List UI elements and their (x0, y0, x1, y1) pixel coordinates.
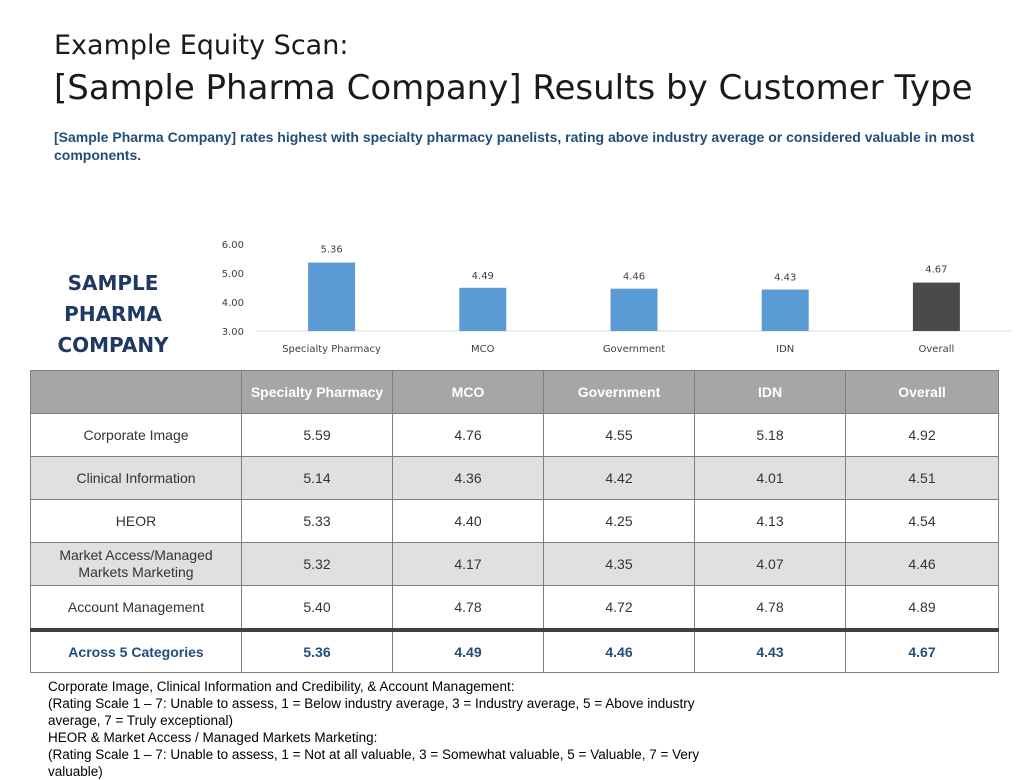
x-tick-label: MCO (471, 344, 495, 355)
row-label: Account Management (30, 585, 242, 631)
table-row: Market Access/Managed Markets Marketing … (30, 542, 999, 586)
bar-value-label: 4.49 (472, 271, 494, 282)
table-row: Corporate Image 5.59 4.76 4.55 5.18 4.92 (30, 413, 999, 457)
table-row: Clinical Information 5.14 4.36 4.42 4.01… (30, 456, 999, 500)
table-cell: 5.59 (241, 413, 393, 457)
bar-idn (761, 289, 809, 331)
y-tick-label: 3.00 (222, 327, 244, 338)
table-cell: 4.78 (392, 585, 544, 631)
table-cell: 4.76 (392, 413, 544, 457)
slide-title-line1: Example Equity Scan: (54, 30, 349, 61)
table-cell: 4.78 (694, 585, 846, 631)
table-cell: 4.07 (694, 542, 846, 586)
header-cell-blank (30, 370, 242, 414)
table-cell: 4.25 (543, 499, 695, 543)
table-cell: 4.40 (392, 499, 544, 543)
table-cell: 4.89 (845, 585, 999, 631)
x-tick-label: Specialty Pharmacy (282, 344, 381, 355)
table-row: Account Management 5.40 4.78 4.72 4.78 4… (30, 585, 999, 631)
table-cell: 5.14 (241, 456, 393, 500)
footnote-line: (Rating Scale 1 – 7: Unable to assess, 1… (48, 747, 700, 779)
bar-value-label: 5.36 (320, 245, 342, 256)
table-cell: 4.46 (845, 542, 999, 586)
table-cell: 4.55 (543, 413, 695, 457)
table-cell: 5.40 (241, 585, 393, 631)
slide-subtitle: [Sample Pharma Company] rates highest wi… (54, 129, 975, 163)
table-row: HEOR 5.33 4.40 4.25 4.13 4.54 (30, 499, 999, 543)
total-cell: 4.49 (392, 628, 544, 673)
x-tick-label: Government (603, 344, 665, 355)
row-label: Clinical Information (30, 456, 242, 500)
y-tick-label: 6.00 (222, 240, 244, 251)
table-cell: 4.17 (392, 542, 544, 586)
table-cell: 5.32 (241, 542, 393, 586)
bar-value-label: 4.43 (774, 273, 796, 284)
table-cell: 4.92 (845, 413, 999, 457)
header-cell-idn: IDN (694, 370, 846, 414)
row-label: HEOR (30, 499, 242, 543)
header-cell-mco: MCO (392, 370, 544, 414)
table-cell: 5.18 (694, 413, 846, 457)
total-row-label: Across 5 Categories (30, 628, 242, 673)
table-cell: 4.51 (845, 456, 999, 500)
x-tick-label: IDN (776, 344, 794, 355)
total-cell: 4.67 (845, 628, 999, 673)
bar-specialty-pharmacy (308, 262, 356, 331)
table-cell: 4.54 (845, 499, 999, 543)
footnote-line: (Rating Scale 1 – 7: Unable to assess, 1… (48, 696, 695, 728)
table-cell: 4.35 (543, 542, 695, 586)
company-label-line2: PHARMA (64, 302, 162, 326)
bar-overall (912, 282, 960, 331)
company-label: SAMPLE PHARMA COMPANY (40, 268, 186, 361)
y-tick-label: 4.00 (222, 298, 244, 309)
table-cell: 4.36 (392, 456, 544, 500)
company-label-line3: COMPANY (57, 333, 169, 357)
bar-chart: 3.00 4.00 5.00 6.00 5.36 Specialty Pharmacy 4.… (222, 240, 1012, 355)
footnote-line: Corporate Image, Clinical Information an… (48, 679, 515, 694)
company-label-line1: SAMPLE (67, 271, 159, 295)
bar-mco (459, 287, 507, 331)
bar-government (610, 288, 658, 331)
total-cell: 4.46 (543, 628, 695, 673)
bar-value-label: 4.67 (925, 265, 947, 276)
total-cell: 5.36 (241, 628, 393, 673)
slide-title-line2: [Sample Pharma Company] Results by Custo… (54, 68, 973, 108)
table-cell: 5.33 (241, 499, 393, 543)
x-tick-label: Overall (919, 344, 955, 355)
footnote: Corporate Image, Clinical Information an… (48, 678, 748, 780)
header-cell-government: Government (543, 370, 695, 414)
table-cell: 4.72 (543, 585, 695, 631)
y-tick-label: 5.00 (222, 269, 244, 280)
header-cell-overall: Overall (845, 370, 999, 414)
table-total-row: Across 5 Categories 5.36 4.49 4.46 4.43 … (30, 628, 999, 673)
footnote-line: HEOR & Market Access / Managed Markets M… (48, 730, 378, 745)
table-cell: 4.42 (543, 456, 695, 500)
header-cell-specialty-pharmacy: Specialty Pharmacy (241, 370, 393, 414)
bar-value-label: 4.46 (623, 272, 645, 283)
table-cell: 4.13 (694, 499, 846, 543)
row-label: Market Access/Managed Markets Marketing (30, 542, 242, 586)
scores-table: Specialty Pharmacy MCO Government IDN Ov… (30, 370, 999, 673)
row-label: Corporate Image (30, 413, 242, 457)
total-cell: 4.43 (694, 628, 846, 673)
table-cell: 4.01 (694, 456, 846, 500)
table-header-row: Specialty Pharmacy MCO Government IDN Ov… (30, 370, 999, 414)
